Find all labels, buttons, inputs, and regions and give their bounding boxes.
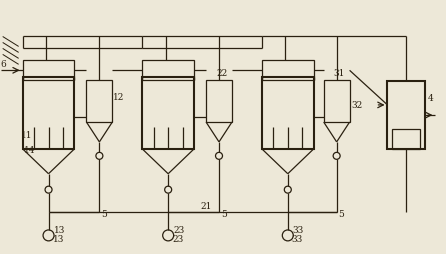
Text: 23: 23: [172, 234, 183, 243]
Circle shape: [215, 153, 223, 160]
Bar: [262, 78, 314, 149]
Bar: [142, 78, 194, 149]
Circle shape: [96, 153, 103, 160]
Bar: [23, 61, 74, 81]
Circle shape: [165, 186, 172, 193]
Text: 31: 31: [334, 69, 345, 78]
Circle shape: [45, 186, 52, 193]
Text: 6: 6: [1, 60, 6, 69]
Circle shape: [163, 230, 173, 241]
Bar: [206, 81, 232, 122]
Text: 13: 13: [54, 226, 65, 234]
Bar: [142, 61, 194, 81]
Bar: [262, 61, 314, 81]
Circle shape: [333, 153, 340, 160]
Text: 11: 11: [21, 130, 32, 139]
Text: 14: 14: [24, 145, 35, 154]
Bar: [392, 129, 421, 149]
Text: 22: 22: [216, 69, 227, 78]
Text: 32: 32: [351, 101, 363, 110]
Text: 5: 5: [339, 210, 344, 219]
Text: 12: 12: [113, 93, 125, 102]
Text: 23: 23: [173, 226, 184, 234]
Bar: [87, 81, 112, 122]
Circle shape: [43, 230, 54, 241]
Text: 21: 21: [200, 201, 211, 210]
Circle shape: [284, 186, 291, 193]
Text: 5: 5: [221, 210, 227, 219]
Text: 33: 33: [292, 234, 303, 243]
Text: 5: 5: [101, 210, 107, 219]
Text: 33: 33: [293, 226, 304, 234]
Bar: [324, 81, 350, 122]
Text: 13: 13: [53, 234, 64, 243]
Text: 4: 4: [427, 93, 433, 102]
Circle shape: [282, 230, 293, 241]
Bar: [388, 82, 425, 149]
Bar: [23, 78, 74, 149]
